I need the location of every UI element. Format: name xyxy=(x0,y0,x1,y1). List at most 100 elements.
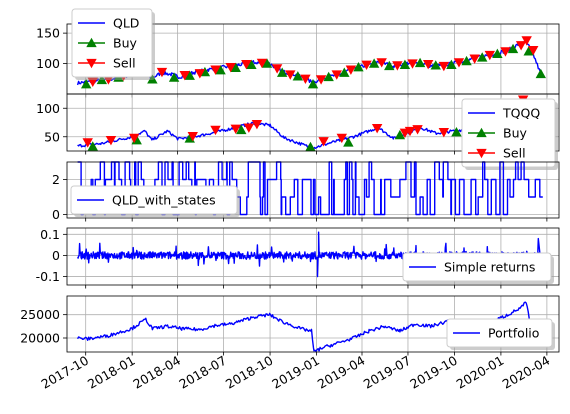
legend-marker-sell xyxy=(476,148,487,159)
buy-marker xyxy=(276,67,288,77)
axes-frame-2 xyxy=(66,93,560,152)
sell-marker xyxy=(345,65,357,75)
sell-marker xyxy=(243,123,255,133)
buy-marker xyxy=(399,59,411,69)
legend-label-portfolio: Portfolio xyxy=(488,326,539,341)
axes-frame-3 xyxy=(66,161,560,219)
panel-5: 20000 25000 Portfolio 2017-102018-012018-04… xyxy=(20,295,560,392)
ytick-label-4-2: 0.1 xyxy=(40,227,60,242)
sell-marker xyxy=(251,120,263,130)
buy-marker xyxy=(523,46,534,56)
returns-line xyxy=(76,231,542,282)
buy-marker xyxy=(535,68,547,79)
sell-marker xyxy=(128,133,140,144)
sell-marker xyxy=(315,75,327,85)
sell-marker xyxy=(156,67,168,78)
ytick-label-4-0: -0.1 xyxy=(36,269,60,284)
sell-marker xyxy=(371,124,383,134)
sell-marker xyxy=(484,50,495,61)
ytick-label-3-1: 2 xyxy=(52,172,60,187)
buy-marker xyxy=(184,70,195,80)
legend-marker-buy xyxy=(86,37,97,48)
buy-marker xyxy=(477,52,488,62)
sell-marker xyxy=(285,70,296,80)
buy-marker xyxy=(80,79,92,89)
ytick-label-2-0: 50 xyxy=(44,129,60,144)
xtick-label-4: 2018-10 xyxy=(223,353,276,392)
sell-marker xyxy=(404,126,416,137)
xtick-label-3: 2018-07 xyxy=(176,353,229,392)
sell-marker xyxy=(422,60,434,70)
buy-marker xyxy=(246,59,257,69)
legend-box xyxy=(70,185,238,215)
buy-marker xyxy=(492,48,503,58)
buy-marker xyxy=(343,137,354,147)
xtick-label-1: 2018-01 xyxy=(85,353,138,392)
buy-marker xyxy=(323,71,334,82)
sell-marker xyxy=(230,124,241,134)
xtick-label-7: 2019-07 xyxy=(361,353,414,392)
sell-marker xyxy=(407,59,418,69)
sell-marker xyxy=(336,133,347,144)
buy-marker xyxy=(368,58,380,68)
legend-label-buy: Buy xyxy=(503,126,527,141)
sell-marker xyxy=(210,65,221,75)
xtick-label-0: 2017-10 xyxy=(38,353,91,392)
ytick-label-2-1: 100 xyxy=(36,101,60,116)
xtick-label-8: 2019-10 xyxy=(407,353,460,392)
sell-marker xyxy=(300,74,311,84)
xtick-label-10: 2020-04 xyxy=(500,353,553,392)
sell-marker xyxy=(105,136,117,146)
ytick-label-4-1: 0 xyxy=(52,248,60,263)
axes-frame-4 xyxy=(66,227,560,286)
buy-marker xyxy=(461,55,472,66)
sell-marker xyxy=(453,58,465,68)
buy-marker xyxy=(507,43,519,54)
panel-2: 50 100 TQQQ Buy Sell xyxy=(36,93,560,170)
xtick-label-9: 2020-01 xyxy=(454,353,507,392)
xtick-label-2: 2018-04 xyxy=(130,353,183,392)
buy-marker xyxy=(307,79,319,89)
panel-4: -0.1 0 0.1 Simple returns xyxy=(36,227,560,289)
buy-marker xyxy=(236,124,247,135)
buy-marker xyxy=(261,58,273,68)
sell-marker xyxy=(521,36,532,46)
sell-marker xyxy=(376,58,387,68)
sell-marker xyxy=(241,60,252,70)
legend-label-qld: QLD xyxy=(113,16,139,31)
sell-marker xyxy=(82,138,93,148)
ytick-label-1-0: 100 xyxy=(36,56,60,71)
sell-marker xyxy=(318,137,329,147)
buy-marker xyxy=(215,65,226,75)
legend-box xyxy=(446,318,553,348)
sell-marker xyxy=(87,77,98,88)
sell-marker xyxy=(187,132,198,142)
buy-marker xyxy=(353,62,364,72)
buy-marker xyxy=(339,67,350,77)
legend-marker-sell xyxy=(86,58,97,69)
sell-marker xyxy=(438,128,450,138)
sell-marker xyxy=(179,70,190,81)
legend-label-sell: Sell xyxy=(503,146,526,161)
sell-marker xyxy=(412,125,423,135)
buy-marker xyxy=(384,60,395,71)
states-line xyxy=(77,161,543,216)
legend-label-sell: Sell xyxy=(113,56,136,71)
legend-label-qld-with-states: QLD_with_states xyxy=(112,193,216,208)
sell-marker xyxy=(361,60,372,70)
buy-marker xyxy=(430,60,441,70)
xtick-label-6: 2019-04 xyxy=(315,353,368,392)
legend-box xyxy=(402,252,552,282)
panel-1: 100 150 QLD Buy Sell xyxy=(36,8,560,98)
sell-marker xyxy=(392,61,403,71)
axes-frame-5 xyxy=(66,295,560,353)
sell-marker xyxy=(225,63,236,73)
buy-marker xyxy=(87,141,98,151)
buy-marker xyxy=(446,59,457,69)
sell-marker xyxy=(271,64,283,74)
buy-marker xyxy=(292,71,304,81)
ytick-label-1-1: 150 xyxy=(36,26,60,41)
sell-marker xyxy=(210,125,221,136)
ytick-label-3-0: 0 xyxy=(52,207,60,222)
